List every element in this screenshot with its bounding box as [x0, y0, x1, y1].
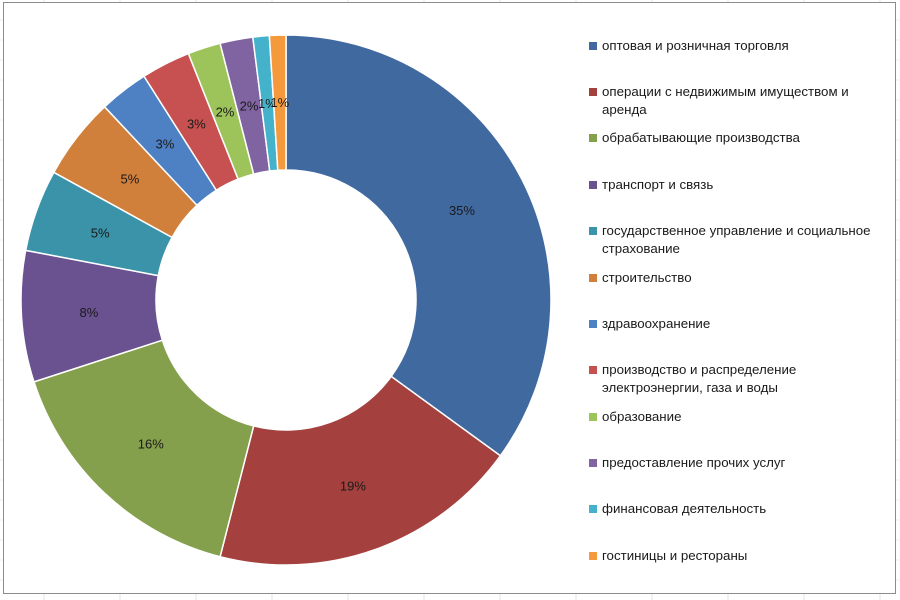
- slice-data-label: 3%: [187, 117, 206, 132]
- slice-data-label: 16%: [138, 436, 164, 451]
- legend-swatch: [589, 459, 597, 467]
- donut-slice[interactable]: [219, 375, 502, 566]
- legend-label: производство и распределение электроэнер…: [602, 362, 797, 395]
- legend-label: финансовая деятельность: [602, 501, 767, 516]
- legend-item: государственное управление и социальное …: [589, 222, 894, 258]
- legend-swatch: [589, 274, 597, 282]
- slice-data-label: 5%: [121, 171, 140, 186]
- legend-label: гостиницы и рестораны: [602, 548, 748, 563]
- legend-swatch: [589, 552, 597, 560]
- legend-label: государственное управление и социальное …: [602, 223, 871, 256]
- legend-item: оптовая и розничная торговля: [589, 37, 894, 55]
- legend-swatch: [589, 366, 597, 374]
- legend-label: строительство: [602, 270, 692, 285]
- legend-item: операции с недвижимым имуществом и аренд…: [589, 83, 894, 119]
- legend-swatch: [589, 320, 597, 328]
- legend-label: оптовая и розничная торговля: [602, 38, 789, 53]
- slice-data-label: 5%: [91, 226, 110, 241]
- legend-label: обрабатывающие производства: [602, 130, 800, 145]
- legend-swatch: [589, 413, 597, 421]
- donut-slice[interactable]: [285, 34, 552, 457]
- legend-item: предоставление прочих услуг: [589, 454, 894, 472]
- slice-data-label: 8%: [79, 305, 98, 320]
- legend-item: образование: [589, 408, 894, 426]
- legend-label: предоставление прочих услуг: [602, 455, 786, 470]
- slice-data-label: 35%: [449, 203, 475, 218]
- legend-swatch: [589, 227, 597, 235]
- donut-slice[interactable]: [268, 34, 287, 172]
- chart-area[interactable]: 35% 19% 16% 8% 5% 5% 3% 3% 2% 2% 1% 1% оптовая и ро…: [3, 2, 896, 594]
- legend-label: образование: [602, 409, 682, 424]
- slice-data-label: 1%: [270, 95, 289, 110]
- legend-item: строительство: [589, 269, 894, 287]
- legend-swatch: [589, 181, 597, 189]
- legend-item: обрабатывающие производства: [589, 129, 894, 147]
- legend-label: транспорт и связь: [602, 177, 714, 192]
- slice-data-label: 1%: [258, 96, 277, 111]
- legend-swatch: [589, 505, 597, 513]
- donut-slice[interactable]: [33, 339, 255, 558]
- slice-data-label: 19%: [340, 478, 366, 493]
- legend-item: производство и распределение электроэнер…: [589, 361, 894, 397]
- legend-label: здравоохранение: [602, 316, 711, 331]
- slice-data-label: 3%: [156, 136, 175, 151]
- legend-swatch: [589, 42, 597, 50]
- legend-item: гостиницы и рестораны: [589, 547, 894, 565]
- legend-item: транспорт и связь: [589, 176, 894, 194]
- legend-swatch: [589, 88, 597, 96]
- legend-item: здравоохранение: [589, 315, 894, 333]
- donut-chart: 35%19%16%8%5%5%3%3%2% 2% 1%1%: [20, 34, 552, 566]
- slice-data-label: 2%: [240, 98, 259, 113]
- legend-label: операции с недвижимым имуществом и аренд…: [602, 84, 849, 117]
- legend-item: финансовая деятельность: [589, 500, 894, 518]
- slice-data-label: 2%: [216, 105, 235, 120]
- legend-swatch: [589, 134, 597, 142]
